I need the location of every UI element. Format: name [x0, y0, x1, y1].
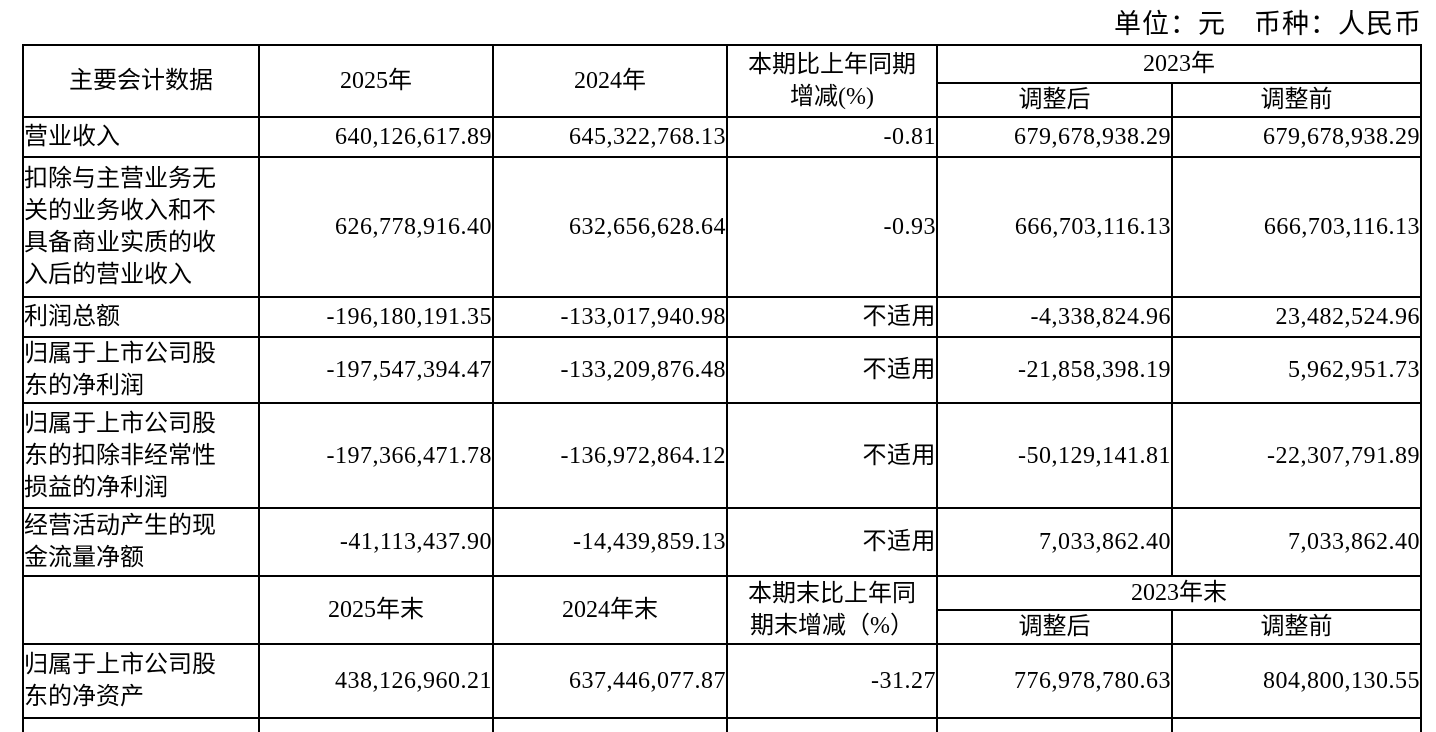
header-col-adjusted-after: 调整后 — [936, 82, 1173, 118]
cell-2023-adjusted-after: 776,978,780.63 — [936, 643, 1173, 719]
header-col-adjusted-before: 调整前 — [1171, 82, 1422, 118]
cell-2024: -136,972,864.12 — [492, 402, 728, 509]
cell-change: -31.27 — [726, 643, 938, 719]
header-col-adjusted-before-end: 调整前 — [1171, 609, 1422, 645]
header-col-2024: 2024年 — [492, 44, 728, 118]
cell-label — [22, 717, 260, 732]
cell-2025: -41,113,437.90 — [258, 507, 494, 577]
table-row-operating-revenue: 营业收入 640,126,617.89 645,322,768.13 -0.81… — [22, 116, 1422, 158]
cell-label: 归属于上市公司股 东的扣除非经常性 损益的净利润 — [22, 402, 260, 509]
table-row-revenue-after-deduction: 扣除与主营业务无 关的业务收入和不 具备商业实质的收 入后的营业收入 626,7… — [22, 156, 1422, 298]
cell-change: 不适用 — [726, 336, 938, 404]
cell-2023-adjusted-before: 5,962,951.73 — [1171, 336, 1422, 404]
header-end-row: 2025年末 2024年末 本期末比上年同 期末增减（%） 2023年末 — [22, 575, 1422, 645]
cell-change: 不适用 — [726, 402, 938, 509]
cell-2024: -14,439,859.13 — [492, 507, 728, 577]
header-col-adjusted-after-end: 调整后 — [936, 609, 1173, 645]
cell-2023-adjusted-after: 666,703,116.13 — [936, 156, 1173, 298]
table-row-net-assets-attributable: 归属于上市公司股 东的净资产 438,126,960.21 637,446,07… — [22, 643, 1422, 719]
cell-2023-adjusted-after: -21,858,398.19 — [936, 336, 1173, 404]
cell-2023-adjusted-before: 679,678,938.29 — [1171, 116, 1422, 158]
header-end-subrow: 调整后 调整前 — [23, 609, 1422, 645]
header-main-row: 主要会计数据 2025年 2024年 本期比上年同期 增减(%) 2023年 — [22, 44, 1422, 118]
header-col-change-end: 本期末比上年同 期末增减（%） — [726, 575, 938, 645]
cell-label: 利润总额 — [22, 296, 260, 338]
cell-2023-adjusted-before: 23,482,524.96 — [1171, 296, 1422, 338]
header-end-label — [22, 575, 260, 645]
cell-change: 不适用 — [726, 296, 938, 338]
cell-2025: -197,547,394.47 — [258, 336, 494, 404]
cell-label: 经营活动产生的现 金流量净额 — [22, 507, 260, 577]
cell-change — [726, 717, 938, 732]
cell-2024: 645,322,768.13 — [492, 116, 728, 158]
cell-2023-adjusted-before: 666,703,116.13 — [1171, 156, 1422, 298]
cell-2024: -133,209,876.48 — [492, 336, 728, 404]
cell-2024: 637,446,077.87 — [492, 643, 728, 719]
cell-change: -0.93 — [726, 156, 938, 298]
table-row-total-profit: 利润总额 -196,180,191.35 -133,017,940.98 不适用… — [22, 296, 1422, 338]
cell-2023-adjusted-before: -22,307,791.89 — [1171, 402, 1422, 509]
header-main-label: 主要会计数据 — [22, 44, 260, 118]
header-col-change: 本期比上年同期 增减(%) — [726, 44, 938, 118]
header-col-2023-end-group: 2023年末 — [936, 575, 1422, 611]
cell-2023-adjusted-after — [936, 717, 1173, 732]
header-col-2023-group: 2023年 — [936, 44, 1422, 84]
cell-2024 — [492, 717, 728, 732]
cell-2024: -133,017,940.98 — [492, 296, 728, 338]
cell-2025: 438,126,960.21 — [258, 643, 494, 719]
cell-2023-adjusted-after: 679,678,938.29 — [936, 116, 1173, 158]
cell-2025 — [258, 717, 494, 732]
cell-2025: -196,180,191.35 — [258, 296, 494, 338]
cell-change: 不适用 — [726, 507, 938, 577]
cell-label: 归属于上市公司股 东的净资产 — [22, 643, 260, 719]
cell-2024: 632,656,628.64 — [492, 156, 728, 298]
table-row-clipped — [22, 717, 1422, 732]
cell-label: 归属于上市公司股 东的净利润 — [22, 336, 260, 404]
cell-2023-adjusted-after: 7,033,862.40 — [936, 507, 1173, 577]
key-accounting-data-table: 主要会计数据 2025年 2024年 本期比上年同期 增减(%) 2023年 调… — [22, 44, 1422, 732]
table-row-operating-cash-flow: 经营活动产生的现 金流量净额 -41,113,437.90 -14,439,85… — [22, 507, 1422, 577]
header-col-2025: 2025年 — [258, 44, 494, 118]
table-row-net-profit-excl-nonrecurring: 归属于上市公司股 东的扣除非经常性 损益的净利润 -197,366,471.78… — [22, 402, 1422, 509]
cell-2023-adjusted-after: -50,129,141.81 — [936, 402, 1173, 509]
cell-2025: 640,126,617.89 — [258, 116, 494, 158]
header-col-2024-end: 2024年末 — [492, 575, 728, 645]
cell-2023-adjusted-before: 804,800,130.55 — [1171, 643, 1422, 719]
unit-currency-note: 单位：元 币种：人民币 — [1114, 9, 1422, 39]
header-main-subrow: 调整后 调整前 — [23, 82, 1422, 118]
cell-2023-adjusted-before — [1171, 717, 1422, 732]
cell-change: -0.81 — [726, 116, 938, 158]
cell-2025: -197,366,471.78 — [258, 402, 494, 509]
table-row-net-profit-attributable: 归属于上市公司股 东的净利润 -197,547,394.47 -133,209,… — [22, 336, 1422, 404]
cell-label: 营业收入 — [22, 116, 260, 158]
cell-label: 扣除与主营业务无 关的业务收入和不 具备商业实质的收 入后的营业收入 — [22, 156, 260, 298]
cell-2023-adjusted-before: 7,033,862.40 — [1171, 507, 1422, 577]
header-col-2025-end: 2025年末 — [258, 575, 494, 645]
cell-2023-adjusted-after: -4,338,824.96 — [936, 296, 1173, 338]
cell-2025: 626,778,916.40 — [258, 156, 494, 298]
